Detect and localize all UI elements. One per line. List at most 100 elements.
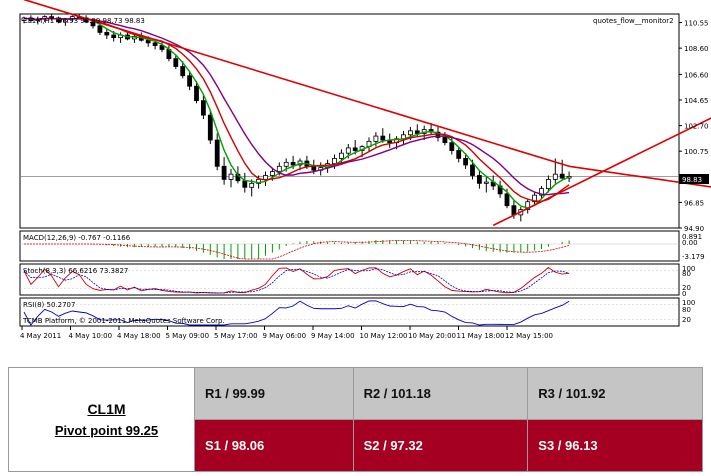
time-tick-label: 12 May 15:00 [505,332,553,340]
candle-body [221,165,227,180]
candle-body [290,161,296,166]
r3-cell: R3 / 101.92 [527,367,703,420]
time-tick-label: 5 May 09:00 [166,332,210,340]
candle-body [539,188,544,196]
candle-body [152,42,158,46]
price-tick-label: 96.85 [684,199,704,207]
time-tick-label: 9 May 14:00 [311,332,355,340]
time-tick-label: 5 May 17:00 [214,332,258,340]
moving-average-line [23,17,570,209]
rsi-label: RSI(8) 50.2707 [23,301,75,309]
candle-body [187,75,193,87]
candle-body [242,180,248,188]
price-tick-label: 110.55 [684,20,709,28]
candle-body [463,158,469,166]
rsi-line [23,300,570,326]
pivot-point: Pivot point 99.25 [54,423,159,438]
time-tick-label: 9 May 06:00 [263,332,307,340]
stoch-label: Stoch(8,3,3) 66.6216 73.3827 [23,267,128,275]
candle-body [332,158,337,165]
price-tick-label: 100.75 [684,148,709,156]
macd-tick-zero: 0.00 [682,239,698,247]
rsi-tick-80: 80 [682,306,691,314]
r1-cell: R1 / 99.99 [194,367,354,420]
macd-tick-bottom: -3.179 [682,253,705,261]
stoch-tick-80: 80 [682,270,691,278]
candle-body [276,165,282,172]
time-axis: 4 May 2011 4 May 10:00 4 May 18:00 5 May 09… [20,326,553,340]
candle-body [214,139,220,167]
candle-body [483,181,489,184]
candle-body [90,21,96,27]
candle-body [532,194,537,203]
trendline [568,165,711,188]
rsi-tick-20: 20 [682,316,691,324]
candle-body [546,179,551,190]
stoch-tick-20: 20 [682,284,691,292]
r2-cell: R2 / 101.18 [352,367,529,420]
candle-body [180,66,186,77]
price-tick-label: 104.65 [684,97,709,105]
candle-body [228,173,234,180]
rsi-tick-100: 100 [682,299,695,307]
price-chart: 110.55 108.60 106.60 104.65 102.70 100.75 96.8… [19,0,711,340]
candle-body [249,182,255,188]
candle-body [373,135,379,142]
candle-body [449,142,455,151]
candle-body [97,25,103,33]
candle-body [207,114,213,141]
candle-body [111,34,117,39]
s1-cell: S1 / 98.06 [194,419,354,472]
copyright: TCMB Platform, © 2001-2011 MetaQuotes So… [22,317,225,325]
trendline [492,117,711,227]
candle-body [159,45,165,50]
candle-body [442,137,448,144]
macd-tick-top: 0.891 [682,233,702,241]
trendlines [23,0,711,227]
time-tick-label: 4 May 18:00 [117,332,161,340]
time-tick-label: 4 May 10:00 [69,332,113,340]
current-price-marker [679,174,709,184]
price-tick-label: 108.60 [684,45,709,53]
pivot-table: CL1M Pivot point 99.25 R1 / 99.99 R2 / 1… [8,367,703,472]
candle-body [552,173,558,180]
price-tick-label: 102.70 [684,123,709,131]
price-tick-label: 106.60 [684,71,709,79]
candle-body [504,193,510,207]
candle-body [511,205,517,216]
macd-label: MACD(12,26,9) -0.767 -0.1166 [23,234,131,242]
stoch-lines [20,266,679,294]
time-tick-label: 11 May 18:00 [457,332,505,340]
stoch-k-line [23,266,570,294]
stoch-tick-0: 0 [682,290,686,298]
time-tick-label: 4 May 2011 [20,332,61,340]
stoch-tick-100: 100 [682,265,695,273]
macd-signal-line [24,239,570,260]
price-tick-label: 94.90 [684,225,704,233]
candle-body [407,130,413,136]
trendline [23,0,570,168]
candle-body [456,150,462,159]
s3-cell: S3 / 96.13 [527,419,703,472]
candle-body [56,17,61,23]
candle-body [173,58,179,67]
candle-body [414,130,420,134]
price-axis: 110.55 108.60 106.60 104.65 102.70 100.75 96.8… [679,20,709,233]
candle-body [283,161,289,167]
price-pane [19,13,680,229]
candle-body [470,164,475,176]
current-price-label: 98.83 [682,176,702,184]
candle-body [269,171,275,176]
candle-body [559,173,565,179]
symbol-name: CL1M [87,401,126,417]
time-tick-label: 10 May 12:00 [360,332,408,340]
moving-average-line [23,17,570,196]
indicator-name: quotes_flow__monitor2 [593,17,674,25]
candle-body [525,201,531,211]
candle-body [345,147,351,154]
pivot-summary: CL1M Pivot point 99.25 [8,367,195,472]
s2-cell: S2 / 97.32 [352,419,529,472]
candle-body [194,85,199,102]
candle-body [476,175,482,184]
candle-body [380,135,386,141]
